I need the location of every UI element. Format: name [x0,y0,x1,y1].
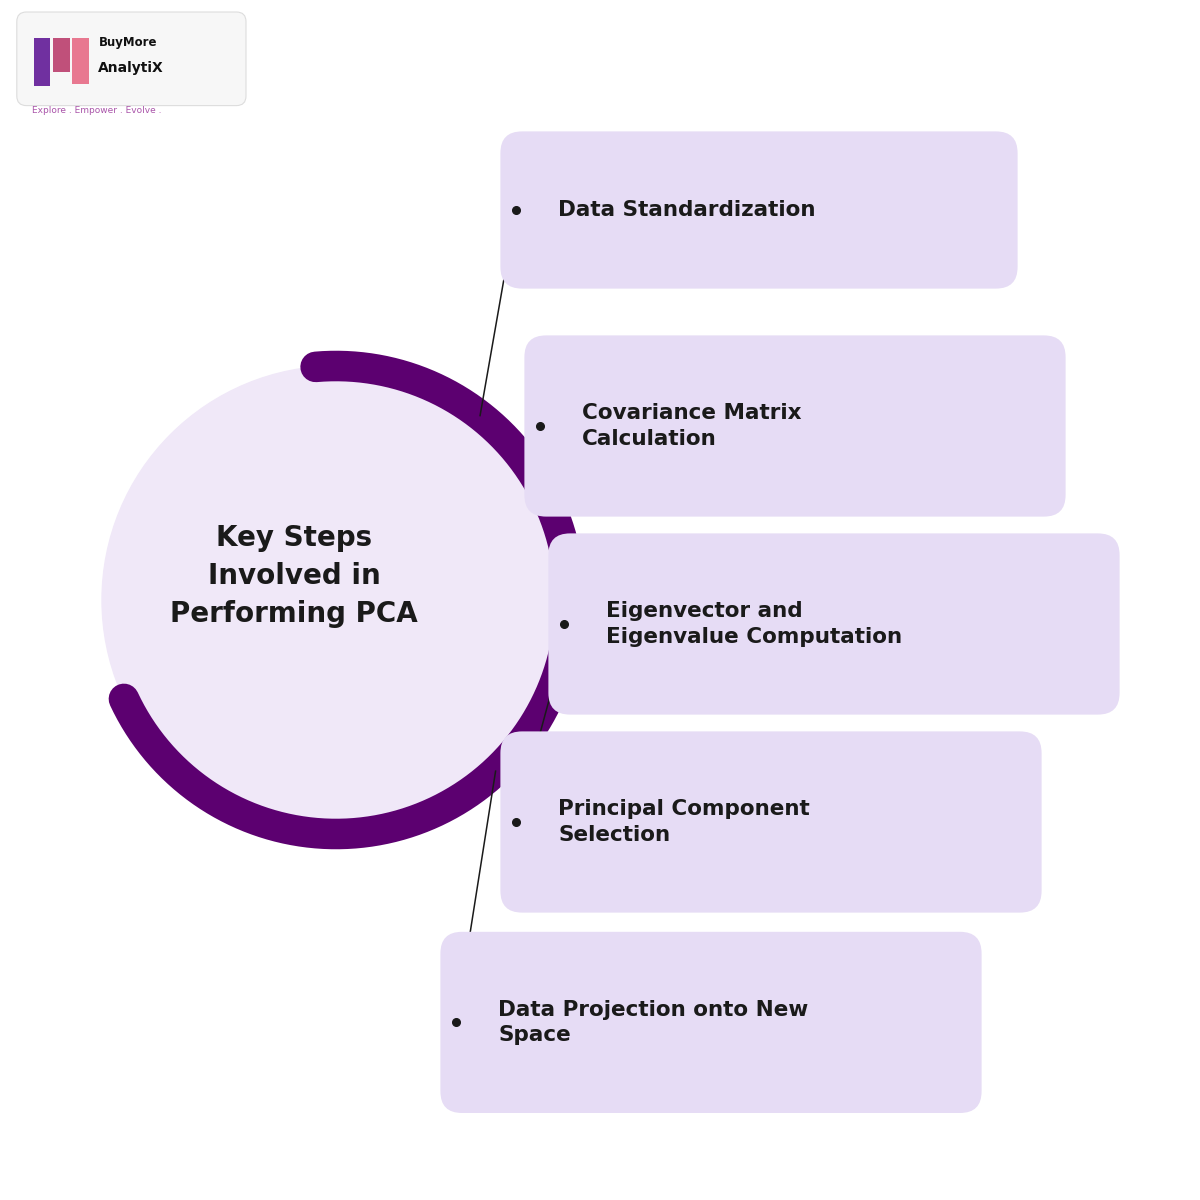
Circle shape [102,366,570,834]
FancyBboxPatch shape [17,12,246,106]
Text: Data Standardization: Data Standardization [558,200,816,220]
Text: Explore . Empower . Evolve .: Explore . Empower . Evolve . [32,106,162,115]
FancyBboxPatch shape [548,533,1120,714]
FancyBboxPatch shape [524,335,1066,516]
FancyBboxPatch shape [500,132,1018,288]
Text: Eigenvector and
Eigenvalue Computation: Eigenvector and Eigenvalue Computation [606,601,902,647]
Text: Key Steps
Involved in
Performing PCA: Key Steps Involved in Performing PCA [170,524,418,628]
Text: Covariance Matrix
Calculation: Covariance Matrix Calculation [582,403,802,449]
FancyBboxPatch shape [72,38,89,84]
Text: Principal Component
Selection: Principal Component Selection [558,799,810,845]
Text: AnalytiX: AnalytiX [98,61,164,74]
FancyBboxPatch shape [500,731,1042,912]
FancyBboxPatch shape [53,38,70,72]
Text: Data Projection onto New
Space: Data Projection onto New Space [498,1000,809,1045]
FancyBboxPatch shape [440,931,982,1114]
Text: BuyMore: BuyMore [98,36,157,49]
FancyBboxPatch shape [34,38,50,86]
